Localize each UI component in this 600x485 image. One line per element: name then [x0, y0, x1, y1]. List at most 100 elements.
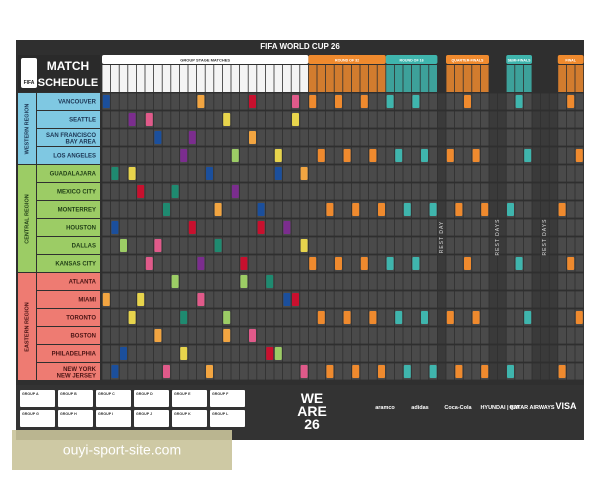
city-cell: [37, 291, 100, 308]
city-cell: [37, 255, 100, 272]
grid-cell: [455, 237, 463, 254]
grid-cell: [343, 291, 351, 308]
match-marker: [507, 365, 514, 378]
grid-cell: [360, 273, 369, 290]
grid-cell: [119, 111, 128, 128]
grid-cell: [265, 363, 274, 380]
match-marker: [300, 167, 308, 180]
grid-cell: [248, 111, 257, 128]
grid-cell: [532, 237, 541, 254]
grid-cell: [136, 309, 145, 326]
grid-cell: [541, 291, 549, 308]
grid-cell: [437, 129, 446, 146]
grid-cell: [446, 129, 455, 146]
grid-cell: [222, 255, 231, 272]
match-marker: [223, 329, 231, 342]
grid-cell: [300, 345, 308, 362]
date-header: [265, 65, 274, 92]
stage-header: [102, 55, 309, 64]
grid-cell: [446, 93, 455, 110]
city-label: DALLAS: [72, 244, 96, 250]
grid-cell: [145, 129, 154, 146]
grid-cell: [532, 255, 541, 272]
grid-cell: [377, 147, 386, 164]
grid-cell: [360, 345, 369, 362]
grid-cell: [351, 309, 360, 326]
grid-cell: [394, 237, 403, 254]
match-marker: [163, 203, 170, 216]
grid-cell: [291, 327, 300, 344]
grid-cell: [291, 147, 300, 164]
grid-cell: [197, 237, 205, 254]
grid-cell: [308, 237, 317, 254]
grid-cell: [437, 93, 446, 110]
grid-cell: [541, 255, 549, 272]
grid-cell: [317, 345, 326, 362]
match-marker: [249, 131, 256, 144]
grid-cell: [179, 327, 188, 344]
grid-cell: [455, 309, 463, 326]
grid-cell: [231, 93, 240, 110]
grid-cell: [558, 129, 566, 146]
grid-cell: [326, 129, 334, 146]
date-header: [222, 65, 231, 92]
grid-cell: [377, 291, 386, 308]
match-marker: [317, 149, 325, 162]
grid-cell: [308, 219, 317, 236]
grid-cell: [197, 147, 205, 164]
grid-cell: [575, 165, 584, 182]
date-header: [429, 65, 437, 92]
grid-cell: [506, 345, 515, 362]
grid-cell: [111, 237, 119, 254]
group-box: [134, 410, 169, 427]
group-box: [96, 390, 131, 407]
grid-cell: [472, 165, 480, 182]
city-cell: [37, 147, 100, 164]
grid-cell: [119, 309, 128, 326]
grid-cell: [326, 237, 334, 254]
grid-cell: [498, 291, 506, 308]
grid-cell: [240, 129, 248, 146]
grid-cell: [248, 201, 257, 218]
grid-cell: [197, 201, 205, 218]
grid-cell: [429, 255, 437, 272]
grid-cell: [136, 147, 145, 164]
match-marker: [412, 95, 420, 108]
grid-cell: [214, 93, 222, 110]
grid-cell: [205, 111, 214, 128]
grid-cell: [420, 201, 429, 218]
match-marker: [111, 167, 119, 180]
date-header: [308, 65, 317, 92]
grid-cell: [240, 93, 248, 110]
grid-cell: [274, 93, 283, 110]
grid-cell: [205, 327, 214, 344]
grid-cell: [515, 363, 523, 380]
grid-cell: [300, 93, 308, 110]
grid-cell: [360, 111, 369, 128]
grid-cell: [214, 309, 222, 326]
grid-cell: [283, 111, 291, 128]
grid-cell: [575, 237, 584, 254]
grid-cell: [119, 201, 128, 218]
grid-cell: [523, 219, 532, 236]
date-header: [205, 65, 214, 92]
grid-cell: [437, 183, 446, 200]
grid-cell: [549, 291, 558, 308]
grid-cell: [308, 165, 317, 182]
date-header: [566, 65, 575, 92]
match-marker: [369, 311, 377, 324]
grid-cell: [214, 129, 222, 146]
grid-cell: [102, 219, 111, 236]
grid-cell: [274, 219, 283, 236]
grid-cell: [394, 183, 403, 200]
grid-cell: [119, 183, 128, 200]
grid-cell: [231, 345, 240, 362]
match-marker: [266, 275, 274, 288]
grid-cell: [154, 255, 162, 272]
match-marker: [292, 293, 299, 306]
grid-cell: [128, 93, 136, 110]
grid-cell: [532, 345, 541, 362]
grid-cell: [145, 147, 154, 164]
grid-cell: [412, 273, 420, 290]
group-label: GROUP E: [174, 392, 191, 396]
